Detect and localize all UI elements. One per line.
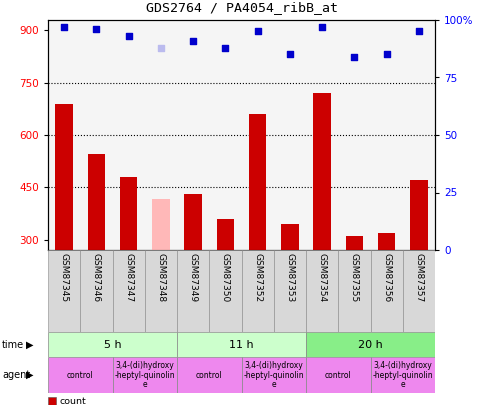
Text: GSM87356: GSM87356: [382, 253, 391, 303]
Bar: [378, 232, 396, 250]
Text: GSM87349: GSM87349: [189, 253, 198, 303]
Bar: [177, 250, 209, 332]
Bar: [152, 200, 170, 250]
Bar: [184, 194, 202, 250]
Text: control: control: [325, 371, 352, 379]
Text: time: time: [2, 339, 24, 350]
Bar: [145, 250, 177, 332]
Point: [189, 37, 197, 44]
Bar: [313, 93, 331, 250]
Bar: [120, 177, 138, 250]
Text: GSM87354: GSM87354: [318, 253, 327, 303]
Text: 3,4-(di)hydroxy
-heptyl-quinolin
e: 3,4-(di)hydroxy -heptyl-quinolin e: [243, 361, 304, 389]
Text: control: control: [196, 371, 223, 379]
Bar: [370, 357, 435, 393]
Bar: [274, 250, 306, 332]
Bar: [177, 357, 242, 393]
Text: GSM87357: GSM87357: [414, 253, 424, 303]
Bar: [48, 357, 113, 393]
Bar: [306, 357, 370, 393]
Point: [125, 33, 132, 39]
Bar: [410, 180, 428, 250]
Point: [93, 26, 100, 32]
Point: [383, 51, 390, 58]
Text: GDS2764 / PA4054_ribB_at: GDS2764 / PA4054_ribB_at: [145, 1, 338, 14]
Text: agent: agent: [2, 370, 30, 380]
Text: 3,4-(di)hydroxy
-heptyl-quinolin
e: 3,4-(di)hydroxy -heptyl-quinolin e: [114, 361, 175, 389]
Bar: [216, 219, 234, 250]
Text: 5 h: 5 h: [104, 339, 121, 350]
Text: GSM87352: GSM87352: [253, 253, 262, 303]
Bar: [48, 250, 80, 332]
Point: [60, 23, 68, 30]
Bar: [209, 250, 242, 332]
Bar: [281, 224, 299, 250]
Bar: [87, 154, 105, 250]
Bar: [80, 250, 113, 332]
Text: GSM87346: GSM87346: [92, 253, 101, 303]
Point: [254, 28, 261, 35]
Bar: [306, 250, 338, 332]
Point: [222, 45, 229, 51]
Text: GSM87353: GSM87353: [285, 253, 294, 303]
Point: [157, 45, 165, 51]
Text: control: control: [67, 371, 94, 379]
Point: [415, 28, 423, 35]
Text: GSM87347: GSM87347: [124, 253, 133, 303]
Text: ▶: ▶: [26, 370, 33, 380]
Bar: [338, 250, 370, 332]
Bar: [403, 250, 435, 332]
Text: ▶: ▶: [26, 339, 33, 350]
Point: [286, 51, 294, 58]
Bar: [55, 104, 73, 250]
Text: 11 h: 11 h: [229, 339, 254, 350]
Text: 20 h: 20 h: [358, 339, 383, 350]
Text: GSM87345: GSM87345: [59, 253, 69, 303]
Text: 3,4-(di)hydroxy
-heptyl-quinolin
e: 3,4-(di)hydroxy -heptyl-quinolin e: [372, 361, 433, 389]
Bar: [177, 332, 306, 357]
Bar: [249, 114, 267, 250]
Bar: [242, 357, 306, 393]
Text: GSM87355: GSM87355: [350, 253, 359, 303]
Bar: [113, 357, 177, 393]
Bar: [306, 332, 435, 357]
Point: [351, 53, 358, 60]
Point: [318, 23, 326, 30]
Text: GSM87350: GSM87350: [221, 253, 230, 303]
Bar: [242, 250, 274, 332]
Text: count: count: [60, 396, 87, 405]
Bar: [113, 250, 145, 332]
Text: GSM87348: GSM87348: [156, 253, 165, 303]
Bar: [345, 236, 363, 250]
Bar: [48, 332, 177, 357]
Bar: [370, 250, 403, 332]
